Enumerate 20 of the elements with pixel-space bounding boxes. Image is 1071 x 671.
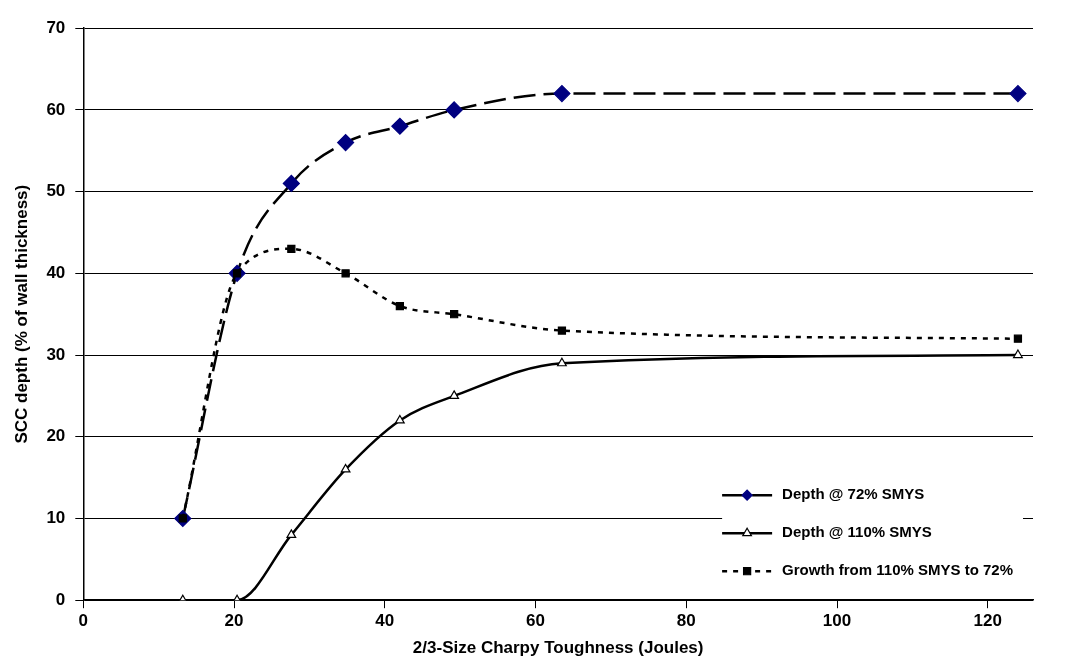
legend-label: Depth @ 72% SMYS — [782, 485, 925, 503]
y-tick-label: 30 — [46, 344, 66, 364]
x-tick-label: 0 — [78, 611, 89, 631]
y-tick-label: 10 — [46, 508, 66, 528]
legend-label: Growth from 110% SMYS to 72% — [782, 561, 1013, 579]
y-tick-label: 20 — [46, 426, 66, 446]
y-tick-label: 70 — [46, 17, 66, 37]
y-tick-label: 40 — [46, 263, 66, 283]
y-tick-label: 60 — [46, 99, 66, 119]
y-tick-label: 50 — [46, 181, 66, 201]
x-tick-label: 80 — [676, 611, 696, 631]
y-axis-title: SCC depth (% of wall thickness) — [11, 184, 31, 444]
x-tick-label: 20 — [224, 611, 244, 631]
x-tick-label: 120 — [973, 611, 1002, 631]
legend-label: Depth @ 110% SMYS — [782, 523, 932, 541]
x-tick-label: 100 — [822, 611, 852, 631]
y-tick-label: 0 — [55, 589, 66, 609]
x-axis-title: 2/3-Size Charpy Toughness (Joules) — [412, 638, 704, 658]
x-tick-label: 60 — [526, 611, 545, 631]
x-tick-label: 40 — [375, 611, 395, 631]
